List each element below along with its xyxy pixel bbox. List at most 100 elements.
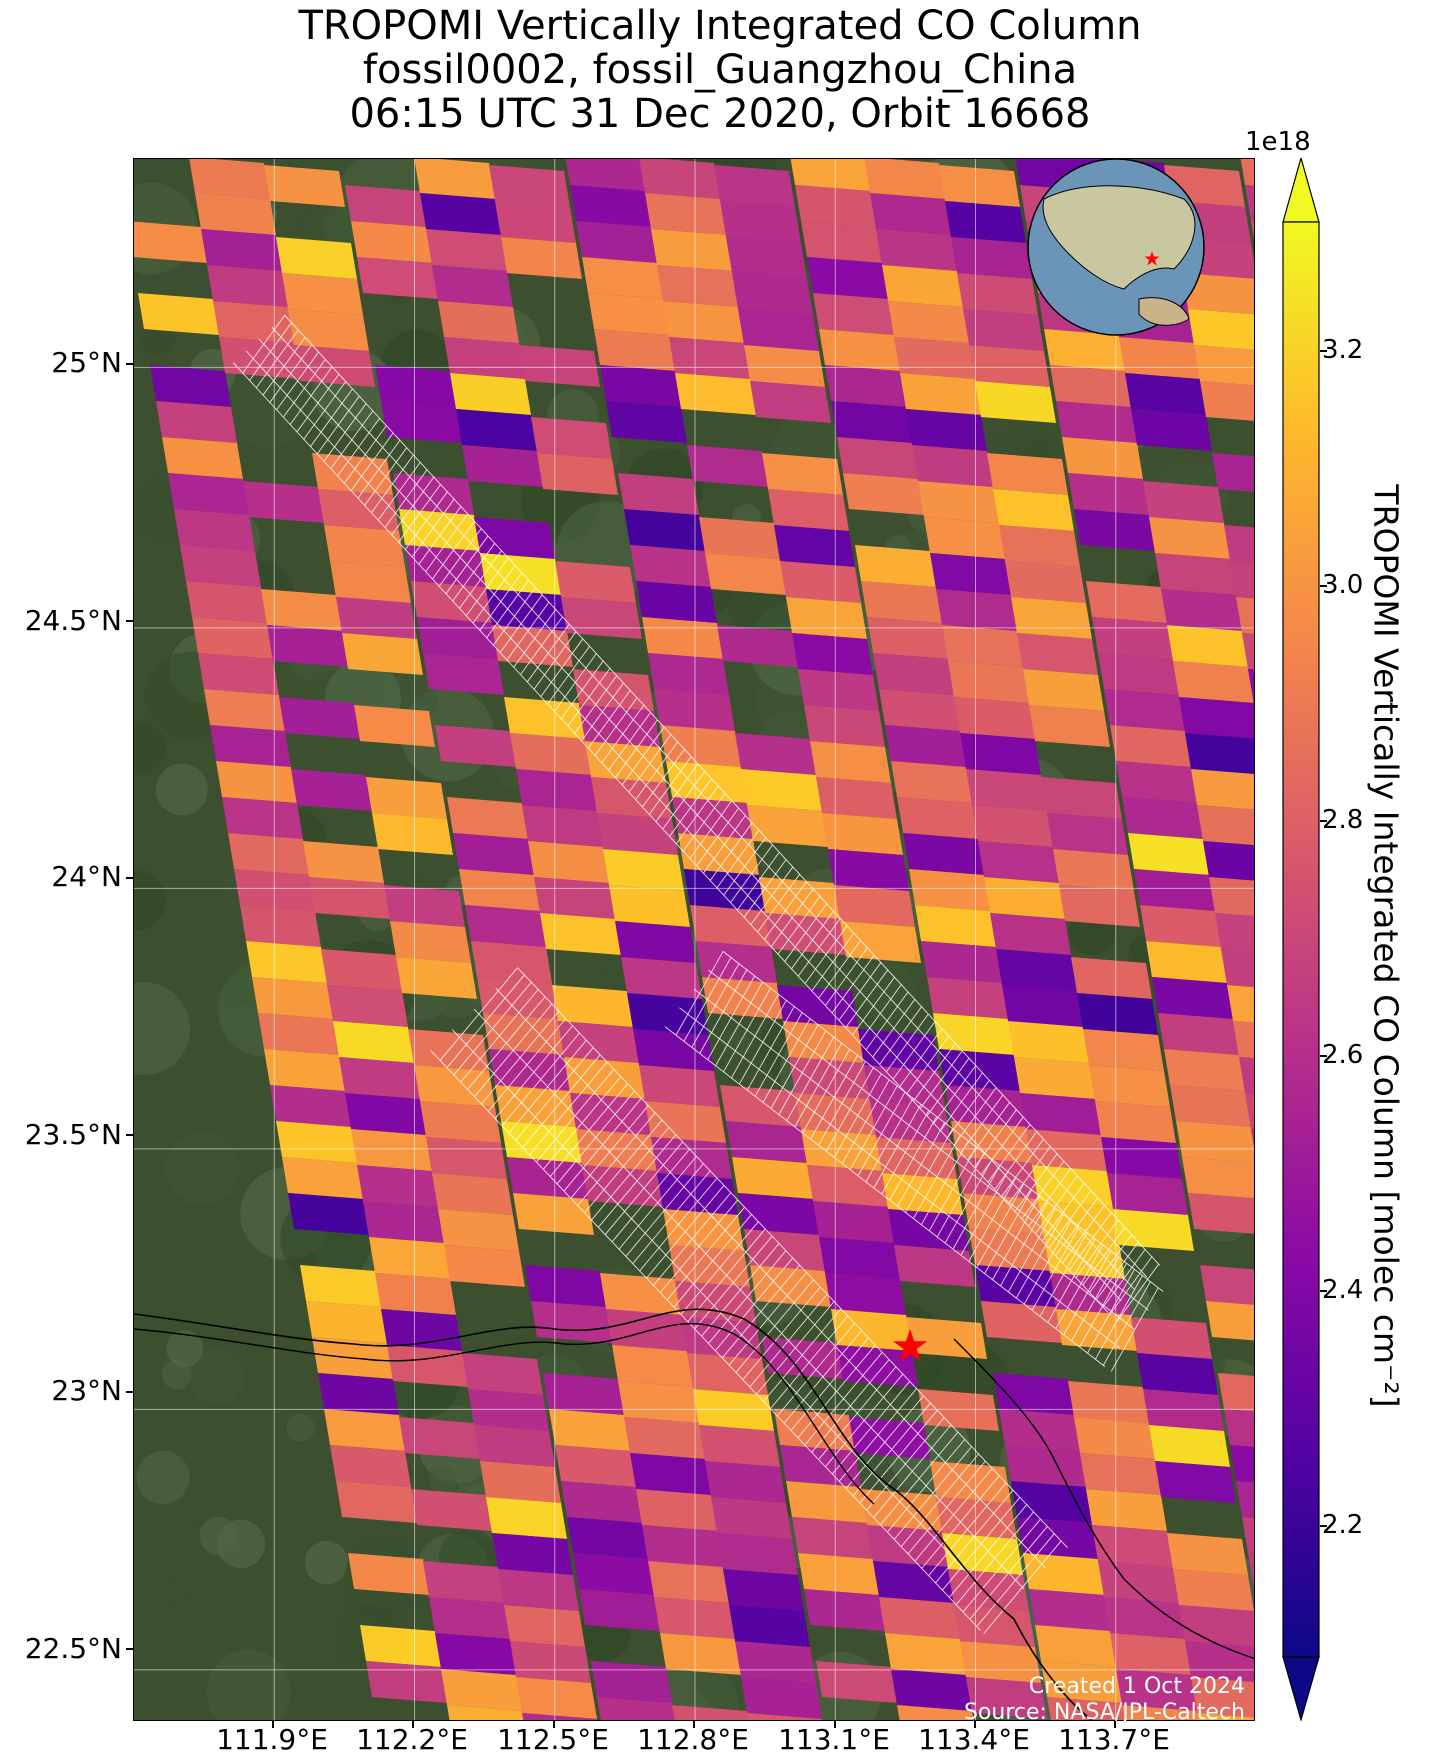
co-pixel — [1152, 977, 1233, 1019]
co-pixel — [354, 705, 435, 747]
co-pixel — [1062, 437, 1143, 479]
co-pixel — [1122, 1705, 1199, 1720]
co-pixel — [999, 1409, 1080, 1451]
co-pixel — [591, 777, 672, 819]
co-pixel — [750, 381, 831, 423]
co-pixel — [309, 877, 390, 919]
co-pixel — [678, 833, 759, 875]
co-pixel — [345, 1093, 426, 1135]
co-pixel — [561, 1481, 642, 1523]
lon-tick-113-4: 113.4°E — [918, 1723, 1030, 1756]
terrain-patch — [161, 1359, 192, 1390]
lon-tick-112-2: 112.2°E — [356, 1723, 468, 1756]
co-pixel — [834, 885, 915, 927]
co-pixel — [1107, 1173, 1188, 1215]
co-pixel — [642, 1525, 723, 1567]
footprint-line — [284, 314, 1161, 1266]
co-pixel — [570, 1093, 651, 1135]
co-pixel — [912, 445, 993, 487]
co-pixel — [432, 1173, 513, 1215]
co-pixel — [1047, 813, 1128, 855]
lat-tickmark — [126, 363, 133, 365]
co-pixel — [531, 417, 612, 459]
colorbar-gradient — [1282, 221, 1320, 1658]
co-pixel — [600, 365, 681, 407]
co-pixel — [138, 293, 219, 335]
co-pixel — [759, 877, 840, 919]
co-pixel — [1203, 841, 1254, 881]
co-pixel — [324, 1409, 405, 1451]
co-pixel — [519, 345, 600, 387]
co-pixel — [798, 1553, 879, 1595]
co-pixel — [747, 1713, 823, 1720]
coastline — [953, 1338, 1254, 1660]
terrain-patch — [134, 870, 166, 930]
co-pixel — [606, 1309, 687, 1351]
co-pixel — [1086, 1489, 1167, 1531]
terrain-patch — [159, 1578, 186, 1605]
co-pixel — [1188, 1193, 1254, 1234]
co-pixel — [312, 453, 393, 495]
co-pixel — [1098, 1561, 1179, 1603]
co-pixel — [684, 869, 765, 911]
co-pixel — [648, 1561, 729, 1603]
co-pixel — [570, 185, 651, 227]
co-pixel — [939, 165, 1020, 207]
colorbar-tick-2-2: 2.2 — [1322, 1510, 1364, 1540]
co-pixel — [1194, 345, 1254, 386]
co-pixel — [1092, 617, 1173, 659]
co-pixel — [621, 957, 702, 999]
lon-tickmark — [974, 1721, 976, 1728]
co-pixel — [960, 733, 1041, 775]
co-pixel — [1173, 661, 1254, 703]
co-pixel — [741, 1677, 822, 1719]
co-pixel — [879, 1597, 960, 1639]
co-pixel — [228, 833, 309, 875]
co-pixel — [243, 481, 324, 523]
title-line-2: fossil0002, fossil_Guangzhou_China — [362, 47, 1078, 93]
co-pixel — [528, 841, 609, 883]
co-pixel — [516, 769, 597, 811]
co-pixel — [747, 805, 828, 847]
map-panel[interactable] — [133, 158, 1255, 1721]
co-pixel — [693, 1389, 774, 1431]
co-pixel — [897, 1705, 974, 1720]
co-pixel — [969, 345, 1050, 387]
co-pixel — [555, 561, 636, 603]
footprint-line — [708, 969, 1149, 1311]
co-pixel — [891, 1669, 972, 1711]
co-pixel — [930, 1461, 1011, 1503]
lon-tickmark — [272, 1721, 274, 1728]
co-pixel — [627, 993, 708, 1035]
co-pixel — [612, 1345, 693, 1387]
co-pixel — [1149, 517, 1230, 559]
co-pixel — [282, 1157, 363, 1199]
co-pixel — [1029, 1589, 1110, 1631]
co-pixel — [150, 365, 231, 407]
co-pixel — [609, 885, 690, 927]
co-pixel — [1017, 633, 1098, 675]
co-pixel — [1125, 373, 1206, 415]
co-pixel — [1023, 669, 1104, 711]
co-pixel — [351, 221, 432, 263]
footprint-line — [495, 988, 1047, 1569]
co-pixel — [1254, 705, 1255, 747]
co-pixel — [474, 1425, 555, 1467]
co-pixel — [639, 159, 720, 199]
co-pixel — [1119, 337, 1200, 379]
co-pixel — [495, 201, 576, 243]
co-pixel — [1029, 705, 1110, 747]
co-pixel — [906, 1317, 987, 1359]
co-pixel — [267, 625, 348, 667]
co-pixel — [1197, 805, 1254, 846]
co-pixel — [474, 517, 555, 559]
co-pixel — [339, 1057, 420, 1099]
co-pixel — [1209, 877, 1254, 917]
co-pixel — [873, 1561, 954, 1603]
co-pixel — [1041, 1661, 1122, 1703]
co-pixel — [606, 401, 687, 443]
co-pixel — [420, 193, 501, 235]
footprint-line — [722, 951, 1164, 1292]
co-pixel — [186, 581, 267, 623]
co-pixel — [168, 473, 249, 515]
